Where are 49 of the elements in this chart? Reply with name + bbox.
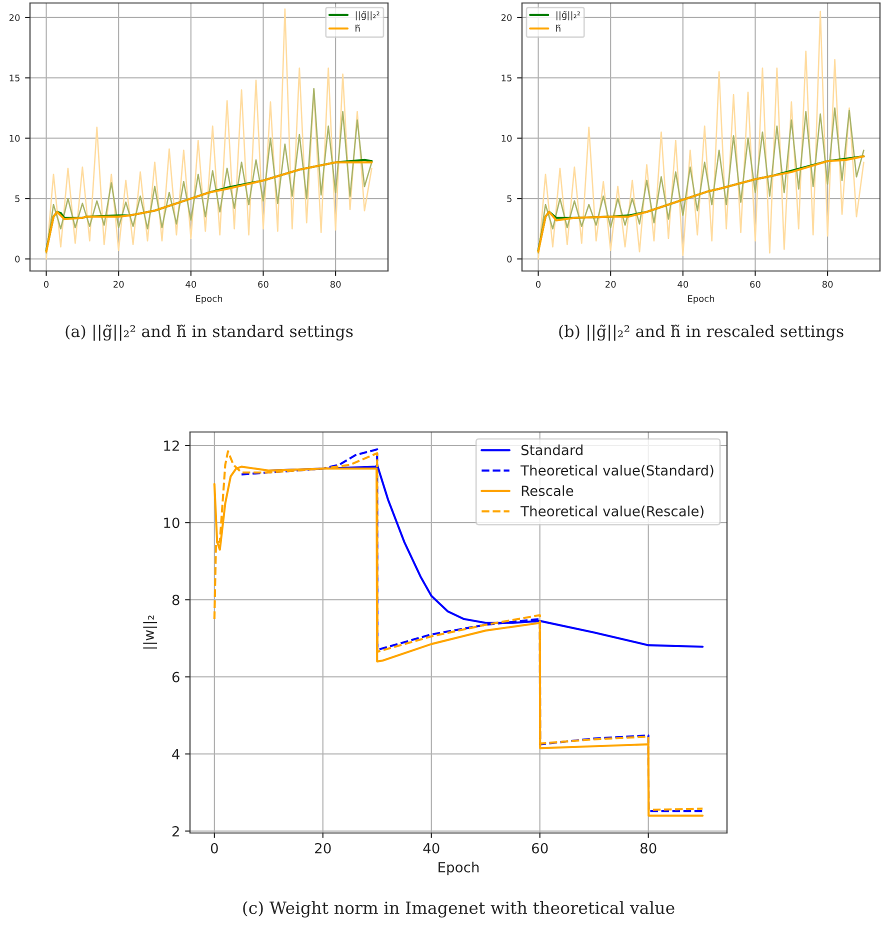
y-tick-label: 20: [501, 14, 512, 22]
x-tick-label: 40: [423, 842, 440, 854]
legend-label: ||g̃||₂²: [556, 11, 580, 20]
legend-label: Theoretical value(Rescale): [520, 506, 704, 518]
y-tick-label: 12: [164, 440, 179, 451]
text: (b) ||g̃||₂² and h̃ in rescaled settings: [559, 324, 844, 341]
x-tick-label: 60: [532, 842, 548, 854]
x-tick-label: 60: [258, 280, 268, 288]
legend-label: ||g̃||₂²: [356, 11, 380, 20]
legend-label: h̃: [356, 24, 360, 32]
y-tick-label: 0: [15, 256, 20, 262]
x-tick-label: 80: [640, 842, 656, 854]
y-tick-label: 10: [164, 518, 180, 528]
y-tick-label: 20: [9, 14, 20, 22]
y-tick-label: 5: [15, 195, 20, 202]
legend-label: Standard: [521, 444, 582, 456]
y-tick-label: 6: [172, 672, 180, 682]
y-tick-label: 2: [172, 826, 179, 836]
x-tick-label: 80: [822, 280, 833, 288]
text: (c) Weight norm in Imagenet with theoretical value: [243, 901, 674, 918]
x-tick-label: 0: [210, 842, 218, 854]
y-tick-label: 15: [10, 74, 20, 82]
legend-label: Rescale: [522, 485, 574, 496]
legend-label: h̃: [556, 24, 560, 32]
x-tick-label: 60: [750, 280, 760, 288]
line-series: [538, 10, 864, 260]
y-tick-label: 4: [172, 749, 180, 760]
y-tick-label: 0: [507, 256, 512, 262]
text: (a) ||g̃||₂² and h̃ in standard settings: [66, 324, 353, 341]
x-tick-label: 0: [536, 280, 541, 288]
x-axis-title: Epoch: [438, 862, 479, 876]
y-tick-label: 10: [10, 134, 20, 142]
x-axis-title: Epoch: [688, 295, 714, 304]
x-tick-label: 20: [114, 280, 124, 288]
x-axis-title: Epoch: [196, 295, 222, 304]
y-tick-label: 5: [507, 195, 512, 202]
x-tick-label: 20: [315, 842, 331, 854]
x-tick-label: 40: [678, 280, 688, 288]
x-tick-label: 40: [186, 280, 196, 288]
y-tick-label: 15: [502, 74, 512, 82]
line-series: [46, 88, 372, 254]
x-tick-label: 80: [330, 280, 341, 288]
legend-label: Theoretical value(Standard): [520, 464, 714, 478]
y-tick-label: 10: [502, 134, 512, 142]
x-tick-label: 20: [606, 280, 616, 288]
line-series: [538, 107, 864, 254]
x-tick-label: 0: [44, 280, 49, 288]
y-axis-title: ||w||₂: [143, 616, 158, 649]
y-tick-label: 8: [172, 594, 180, 606]
